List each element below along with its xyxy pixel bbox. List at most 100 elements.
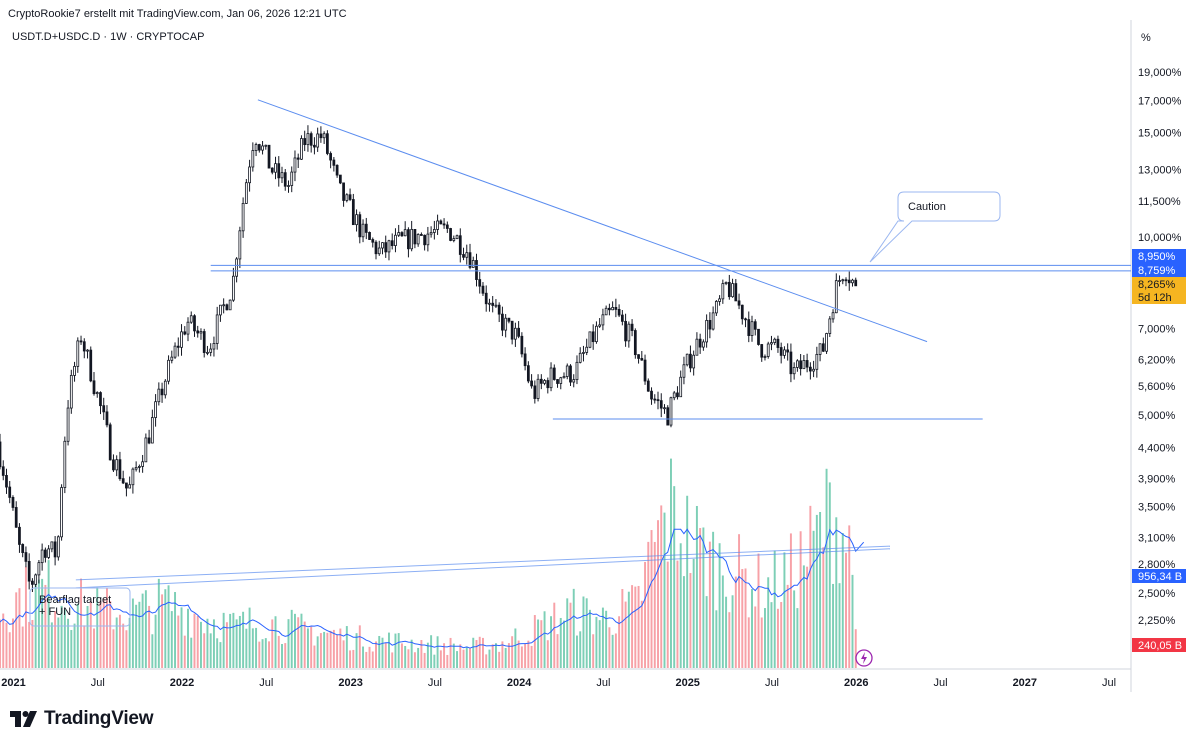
candle[interactable]	[685, 353, 689, 367]
candle[interactable]	[69, 369, 73, 414]
candle[interactable]	[633, 328, 637, 359]
candle[interactable]	[254, 142, 258, 157]
candle[interactable]	[319, 126, 323, 143]
candle[interactable]	[316, 127, 320, 152]
candle[interactable]	[293, 150, 297, 182]
candle[interactable]	[669, 396, 673, 428]
candle[interactable]	[355, 209, 358, 232]
candle[interactable]	[183, 326, 187, 336]
candle[interactable]	[786, 343, 790, 361]
candle[interactable]	[539, 374, 543, 390]
candle[interactable]	[238, 226, 242, 269]
candle[interactable]	[296, 153, 300, 169]
candle[interactable]	[851, 278, 854, 287]
candle[interactable]	[326, 130, 329, 156]
candle[interactable]	[141, 454, 144, 473]
candle[interactable]	[494, 299, 498, 309]
candle[interactable]	[783, 346, 786, 359]
candle[interactable]	[462, 247, 465, 261]
candle[interactable]	[390, 233, 394, 250]
candle[interactable]	[232, 267, 235, 302]
candle[interactable]	[646, 378, 650, 392]
candle[interactable]	[86, 349, 89, 359]
candle[interactable]	[841, 278, 845, 285]
candle[interactable]	[0, 433, 2, 470]
candle[interactable]	[66, 400, 70, 446]
candle[interactable]	[108, 422, 112, 461]
candle[interactable]	[329, 151, 332, 169]
candle[interactable]	[578, 347, 582, 364]
candle[interactable]	[705, 314, 709, 348]
candle[interactable]	[241, 197, 245, 238]
candle[interactable]	[150, 409, 154, 444]
candle[interactable]	[277, 156, 281, 187]
candle[interactable]	[663, 404, 666, 414]
candle[interactable]	[737, 293, 741, 310]
candle[interactable]	[640, 350, 644, 361]
candle[interactable]	[689, 345, 692, 373]
candle[interactable]	[692, 350, 696, 376]
candle[interactable]	[721, 279, 725, 304]
candle[interactable]	[650, 387, 653, 405]
candle[interactable]	[439, 219, 443, 225]
candle[interactable]	[251, 142, 255, 172]
candle[interactable]	[138, 464, 141, 473]
candle[interactable]	[844, 277, 848, 287]
candle[interactable]	[643, 354, 647, 385]
candle[interactable]	[222, 298, 226, 314]
candle[interactable]	[264, 144, 268, 150]
trendline[interactable]	[75, 548, 890, 589]
candle[interactable]	[235, 257, 238, 283]
candle[interactable]	[99, 391, 102, 415]
candle[interactable]	[533, 380, 537, 404]
candle[interactable]	[50, 541, 54, 553]
candle[interactable]	[1, 460, 5, 481]
candle[interactable]	[176, 337, 180, 357]
candle[interactable]	[436, 214, 439, 235]
candle[interactable]	[637, 354, 640, 364]
candle[interactable]	[244, 178, 248, 204]
candle[interactable]	[445, 221, 449, 233]
candle[interactable]	[290, 166, 294, 193]
candle[interactable]	[79, 335, 83, 345]
candle[interactable]	[727, 274, 731, 300]
candle[interactable]	[734, 279, 738, 302]
candle[interactable]	[475, 253, 478, 287]
candle[interactable]	[40, 543, 44, 571]
candle[interactable]	[257, 143, 261, 153]
candle[interactable]	[808, 362, 812, 380]
lightning-icon[interactable]	[855, 649, 873, 667]
candle[interactable]	[313, 137, 316, 155]
candle[interactable]	[105, 405, 109, 428]
candle[interactable]	[131, 467, 135, 494]
candle[interactable]	[345, 193, 349, 203]
candle[interactable]	[773, 337, 777, 346]
candle[interactable]	[225, 303, 229, 311]
candle[interactable]	[614, 298, 618, 318]
candle[interactable]	[812, 360, 815, 378]
candle[interactable]	[423, 234, 426, 251]
candle[interactable]	[818, 343, 822, 362]
tradingview-logo[interactable]: TradingView	[10, 708, 154, 730]
candle[interactable]	[582, 345, 585, 362]
candle[interactable]	[763, 354, 767, 361]
candle[interactable]	[368, 231, 371, 240]
candle[interactable]	[144, 433, 148, 463]
candle[interactable]	[481, 282, 485, 296]
candle[interactable]	[838, 275, 841, 287]
candle[interactable]	[8, 480, 12, 504]
candle[interactable]	[157, 382, 161, 406]
candle[interactable]	[510, 320, 514, 345]
candle[interactable]	[361, 219, 365, 243]
candle[interactable]	[121, 470, 125, 485]
candle[interactable]	[270, 167, 274, 175]
candle[interactable]	[779, 342, 783, 364]
candle[interactable]	[604, 305, 608, 316]
candle[interactable]	[212, 336, 216, 357]
candle[interactable]	[118, 451, 122, 481]
candle[interactable]	[267, 144, 271, 169]
candle[interactable]	[750, 315, 754, 342]
candle[interactable]	[465, 244, 469, 265]
candle[interactable]	[14, 501, 18, 528]
